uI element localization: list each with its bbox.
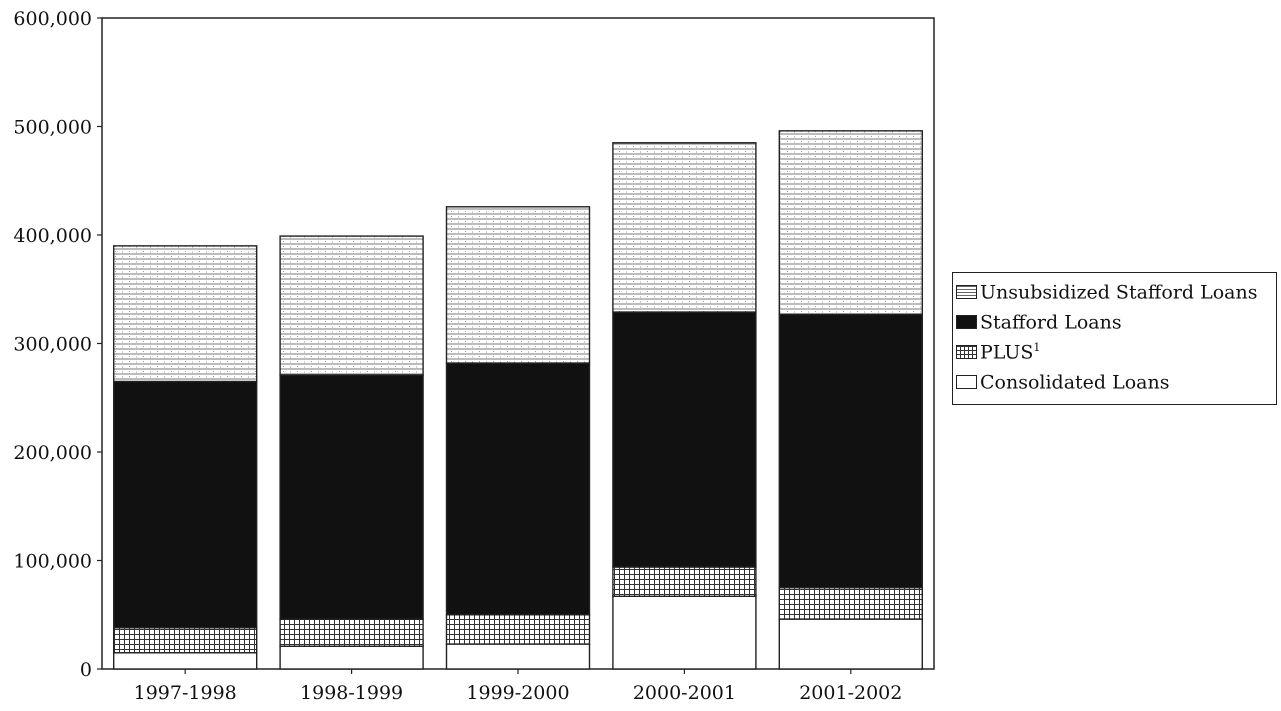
bar-segment [112, 652, 258, 670]
bar-segment [445, 206, 591, 364]
legend-label: PLUS1 [980, 340, 1041, 364]
bar-segment [612, 566, 757, 598]
bar-segment [279, 374, 424, 620]
x-tick-label: 2000-2001 [633, 682, 736, 704]
y-tick-label: 0 [80, 659, 92, 681]
bar-segment [778, 586, 923, 620]
bar-segment [112, 380, 258, 629]
legend-swatch [956, 375, 977, 389]
bar-segment [279, 235, 424, 376]
bar-segment [612, 595, 757, 670]
bar-segment [778, 618, 923, 670]
x-tick-label: 2001-2002 [799, 682, 902, 704]
legend-item: Consolidated Loans [956, 367, 1276, 397]
x-tick-label: 1998-1999 [300, 682, 403, 704]
y-tick-label: 200,000 [13, 442, 92, 464]
y-tick-label: 100,000 [13, 551, 92, 573]
bar-segment [612, 142, 757, 313]
legend-swatch [956, 345, 977, 359]
x-tick-label: 1997-1998 [134, 682, 237, 704]
bar-segment [279, 618, 424, 647]
legend-swatch [956, 315, 977, 329]
bar-segment [445, 643, 591, 670]
y-tick-label: 400,000 [13, 225, 92, 247]
bar-segment [445, 362, 591, 616]
legend-label: Consolidated Loans [980, 371, 1170, 394]
legend-item: PLUS1 [956, 337, 1276, 367]
x-tick-label: 1999-2000 [466, 682, 569, 704]
bar-segment [445, 614, 591, 645]
legend-item: Stafford Loans [956, 307, 1276, 337]
bar-segment [112, 245, 258, 383]
y-tick-label: 600,000 [13, 8, 92, 30]
legend: Unsubsidized Stafford Loans Stafford Loa… [952, 272, 1277, 405]
bar-segment [612, 311, 757, 568]
bar-segment [112, 627, 258, 654]
bar-segment [778, 313, 923, 589]
bar-segment [279, 645, 424, 670]
bar-segment [778, 130, 923, 315]
legend-label: Unsubsidized Stafford Loans [980, 281, 1258, 304]
legend-item: Unsubsidized Stafford Loans [956, 277, 1276, 307]
y-tick-label: 300,000 [13, 334, 92, 356]
legend-label: Stafford Loans [980, 311, 1122, 334]
y-tick-label: 500,000 [13, 117, 92, 139]
legend-swatch [956, 285, 977, 299]
